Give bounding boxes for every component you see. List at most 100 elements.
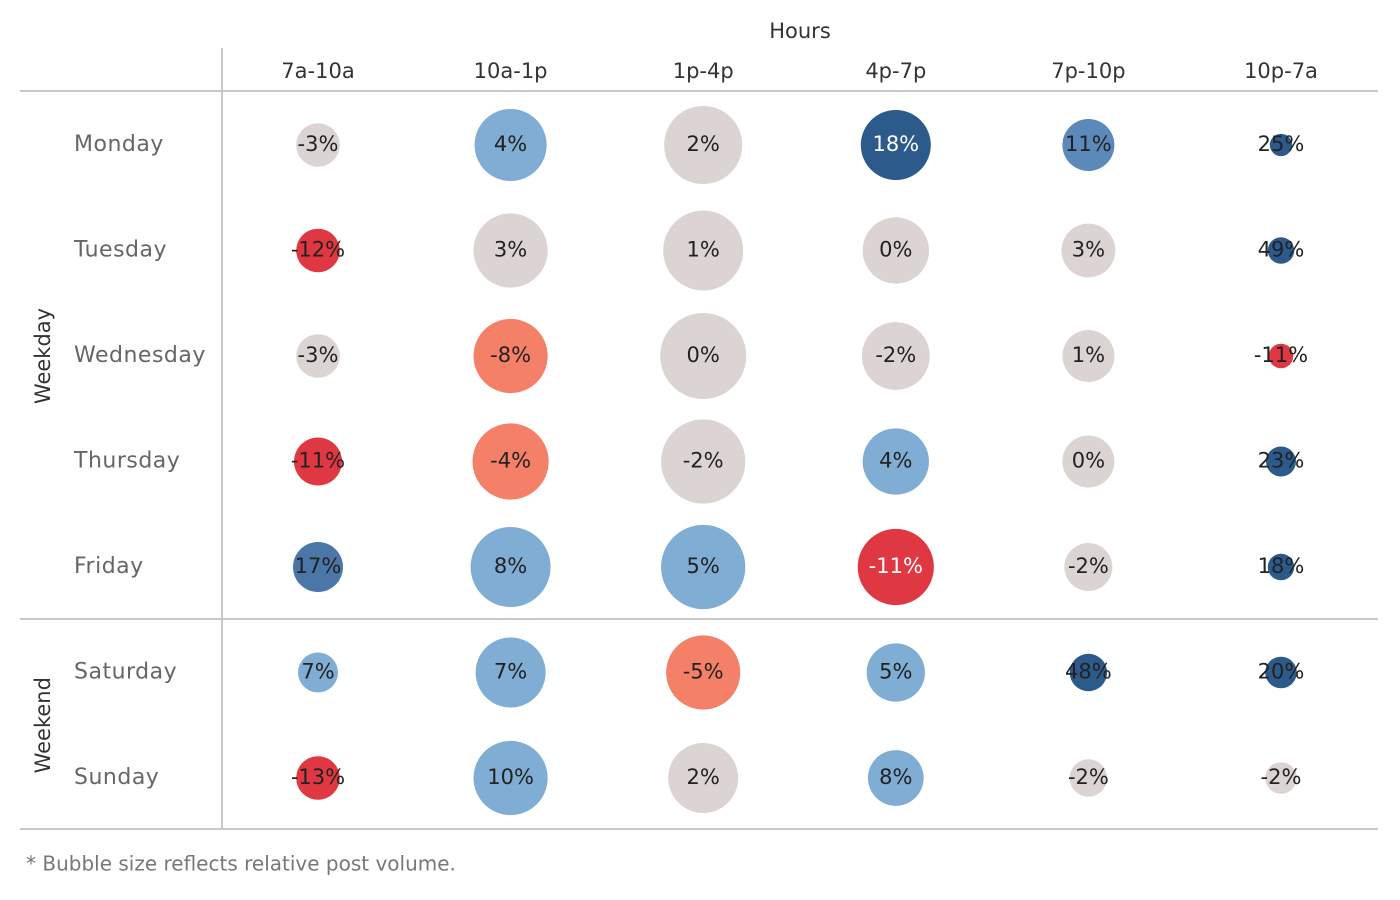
- value-label: -8%: [490, 343, 531, 367]
- bubble: [1267, 553, 1295, 581]
- value-label: -11%: [291, 449, 345, 473]
- bubble: [473, 740, 548, 816]
- value-label: -2%: [1261, 765, 1302, 789]
- value-label: 5%: [879, 660, 912, 684]
- x-title: Hours: [769, 19, 831, 43]
- value-label: 25%: [1258, 132, 1305, 156]
- column-label: 10a-1p: [474, 59, 548, 83]
- value-label: 18%: [872, 132, 919, 156]
- column-label: 4p-7p: [865, 59, 926, 83]
- value-label: -5%: [683, 660, 724, 684]
- bubble: [1061, 223, 1116, 278]
- value-label: -13%: [291, 765, 345, 789]
- value-label: 1%: [687, 238, 720, 262]
- bubble: [1069, 759, 1108, 797]
- row-label: Tuesday: [73, 238, 167, 263]
- row-label: Wednesday: [74, 343, 206, 368]
- bubble: [294, 437, 342, 486]
- bubble: [474, 108, 547, 182]
- value-label: -3%: [298, 343, 339, 367]
- value-label: -3%: [298, 132, 339, 156]
- bubble: [298, 652, 338, 693]
- row-label: Sunday: [74, 765, 159, 790]
- bubble: [1069, 653, 1108, 692]
- bubble: [857, 528, 934, 606]
- value-label: -11%: [1254, 343, 1308, 367]
- bubble: [866, 643, 925, 702]
- bubble: [473, 318, 548, 394]
- value-label: 7%: [301, 660, 334, 684]
- value-label: 48%: [1065, 660, 1112, 684]
- group-label: Weekend: [31, 677, 55, 773]
- bubble: [666, 635, 741, 710]
- value-label: 23%: [1258, 449, 1305, 473]
- column-label: 7a-10a: [281, 59, 354, 83]
- value-label: 20%: [1258, 660, 1305, 684]
- column-label: 7p-10p: [1051, 59, 1125, 83]
- value-label: 10%: [487, 765, 534, 789]
- bubble: [1269, 133, 1293, 157]
- value-label: -2%: [875, 343, 916, 367]
- bubble: [861, 322, 930, 390]
- bubble: [296, 334, 340, 378]
- bubble: [1062, 330, 1115, 382]
- bubble: [867, 750, 924, 806]
- bubble: [663, 210, 744, 291]
- value-label: -11%: [869, 554, 923, 578]
- bubble: [472, 423, 549, 500]
- row-label: Thursday: [73, 449, 180, 474]
- bubble: [664, 105, 743, 185]
- value-label: -2%: [683, 449, 724, 473]
- row-label: Friday: [74, 554, 144, 579]
- value-label: -2%: [1068, 765, 1109, 789]
- bubble: [660, 312, 747, 400]
- value-label: 3%: [1072, 238, 1105, 262]
- group-label: Weekday: [31, 308, 55, 404]
- bubble: [475, 637, 546, 708]
- row-label: Monday: [74, 132, 164, 157]
- value-label: 0%: [687, 343, 720, 367]
- value-label: 2%: [687, 132, 720, 156]
- bubble: [860, 110, 931, 180]
- bubble: [668, 743, 739, 813]
- value-label: 4%: [494, 132, 527, 156]
- value-label: -4%: [490, 449, 531, 473]
- value-label: 4%: [879, 449, 912, 473]
- bubble: [1267, 237, 1295, 264]
- value-label: 17%: [295, 554, 342, 578]
- bubble: [1064, 543, 1113, 591]
- value-label: 1%: [1072, 343, 1105, 367]
- value-label: 18%: [1258, 554, 1305, 578]
- bubble: [470, 527, 551, 607]
- value-label: 11%: [1065, 132, 1112, 156]
- row-label: Saturday: [74, 660, 177, 685]
- bubble: [1268, 343, 1294, 369]
- bubble: [293, 542, 343, 592]
- bubble: [862, 428, 929, 495]
- bubble: [661, 419, 746, 504]
- value-label: 8%: [494, 554, 527, 578]
- value-label: -12%: [291, 238, 345, 262]
- value-label: 0%: [879, 238, 912, 262]
- bubble: [473, 213, 548, 288]
- bubble: [661, 524, 746, 610]
- footnote: * Bubble size reflects relative post vol…: [26, 852, 456, 876]
- column-label: 1p-4p: [673, 59, 734, 83]
- value-label: 0%: [1072, 449, 1105, 473]
- bubble: [1062, 119, 1115, 171]
- value-label: 2%: [687, 765, 720, 789]
- value-label: 3%: [494, 238, 527, 262]
- bubble: [1266, 446, 1296, 477]
- bubble: [296, 123, 340, 167]
- column-label: 10p-7a: [1244, 59, 1318, 83]
- value-label: 5%: [687, 554, 720, 578]
- bubble: [296, 228, 340, 273]
- bubble: [862, 217, 929, 284]
- value-label: 49%: [1258, 238, 1305, 262]
- value-label: 7%: [494, 660, 527, 684]
- value-label: 8%: [879, 765, 912, 789]
- bubble: [1265, 656, 1297, 689]
- bubble: [1265, 762, 1297, 794]
- bubble: [296, 756, 340, 800]
